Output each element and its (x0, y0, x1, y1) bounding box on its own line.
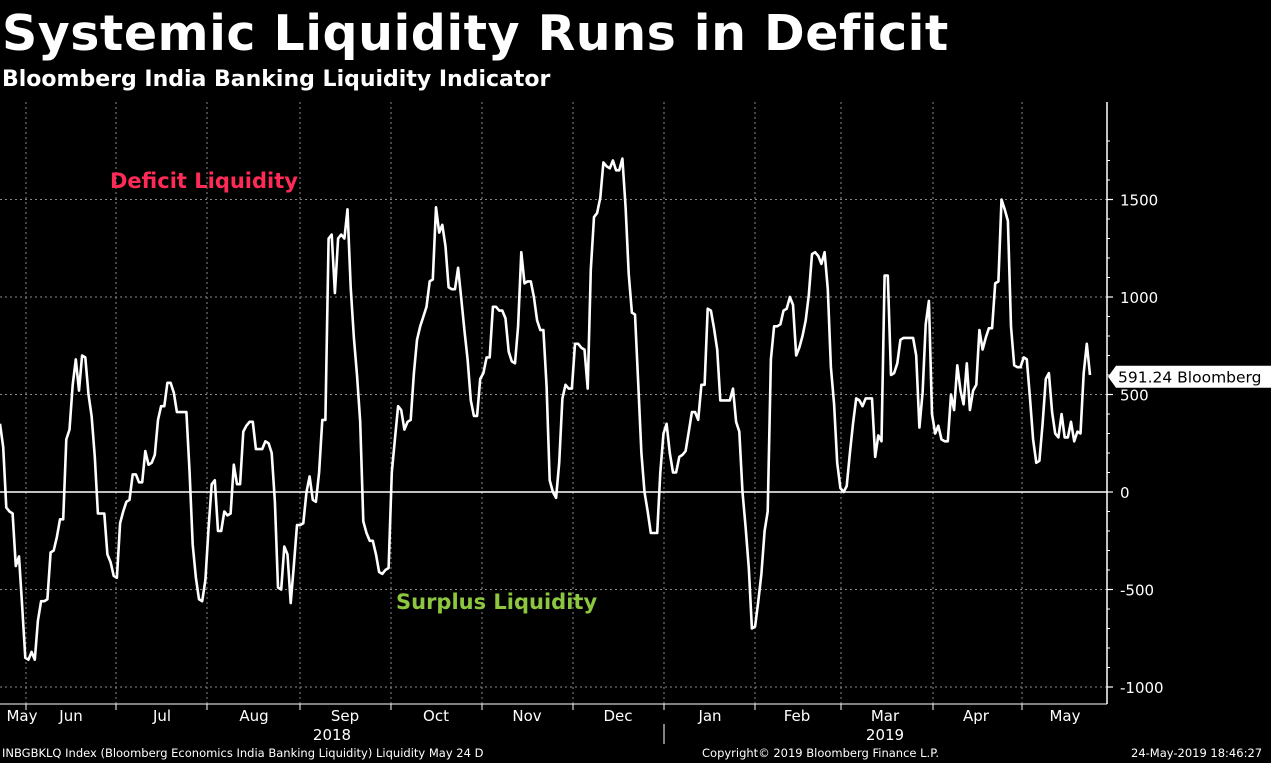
footer-timestamp: 24-May-2019 18:46:27 (1131, 746, 1263, 760)
last-value-label: 591.24 Bloomberg (1118, 369, 1261, 387)
x-month-label: Feb (784, 707, 811, 725)
chart-title: Systemic Liquidity Runs in Deficit (2, 5, 949, 62)
y-tick-label: -1000 (1120, 679, 1164, 697)
x-month-label: Jan (697, 707, 721, 725)
x-month-label: Jul (152, 707, 171, 725)
x-year-label: 2018 (313, 726, 351, 744)
footer-copyright: Copyright© 2019 Bloomberg Finance L.P. (702, 746, 939, 760)
x-month-label: Dec (603, 707, 632, 725)
y-tick-label: -500 (1120, 582, 1154, 600)
x-year-label: 2019 (866, 726, 904, 744)
y-axis: -1000 -500 0 500 1000 1500 (1106, 102, 1164, 704)
x-month-label: Nov (512, 707, 541, 725)
x-axis: May Jun Jul Aug Sep Oct Nov Dec Jan Feb Mar Apr May 2… (0, 703, 1107, 744)
y-tick-label: 1500 (1120, 192, 1158, 210)
x-month-label: Sep (331, 707, 359, 725)
surplus-liquidity-annotation: Surplus Liquidity (396, 590, 597, 614)
y-tick-label: 0 (1120, 484, 1130, 502)
y-tick-label: 1000 (1120, 289, 1158, 307)
footer-source: INBGBKLQ Index (Bloomberg Economics Indi… (2, 746, 484, 760)
x-month-label: May (1049, 707, 1080, 725)
last-value-callout: 591.24 Bloomberg (1108, 365, 1271, 388)
x-month-label: Aug (239, 707, 268, 725)
x-month-label: Apr (963, 707, 990, 725)
deficit-liquidity-annotation: Deficit Liquidity (110, 169, 298, 193)
last-value-box (1108, 365, 1271, 388)
x-month-label: Jun (58, 707, 82, 725)
y-tick-label: 500 (1120, 387, 1149, 405)
x-month-label: Oct (423, 707, 449, 725)
liquidity-series-line (0, 157, 1092, 662)
x-month-label: Mar (871, 707, 900, 725)
grid-lines (0, 102, 1107, 704)
chart-subtitle: Bloomberg India Banking Liquidity Indica… (2, 67, 551, 92)
x-month-label: May (6, 707, 37, 725)
